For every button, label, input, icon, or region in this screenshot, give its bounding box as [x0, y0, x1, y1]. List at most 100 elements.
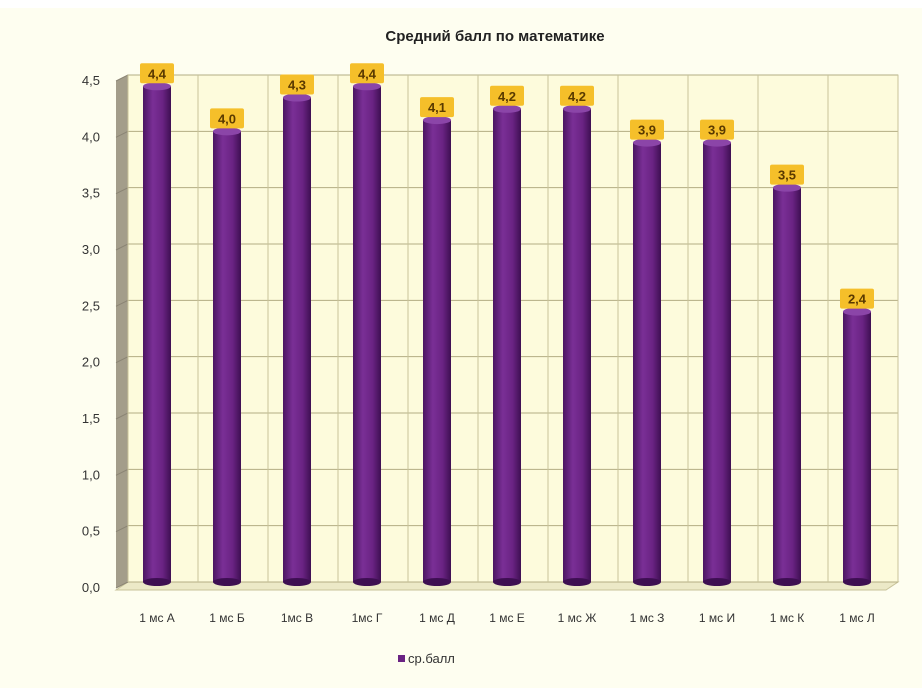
bar-base — [353, 578, 381, 586]
bar-top — [493, 104, 521, 113]
bar-body — [703, 142, 731, 582]
gridline-y-depth — [115, 187, 129, 195]
x-tick-label: 1 мс Д — [419, 611, 455, 625]
y-tick-label: 1,0 — [82, 467, 100, 482]
gridline-y-depth — [115, 412, 129, 420]
x-tick-label: 1 мс Ж — [558, 611, 597, 625]
bar-body — [353, 86, 381, 583]
bar-base — [633, 578, 661, 586]
bar-top — [283, 93, 311, 102]
data-label-box — [490, 85, 524, 106]
bar-body — [563, 108, 591, 583]
bar-body — [283, 97, 311, 583]
bar-body — [843, 311, 871, 582]
bar: 3,9 — [630, 119, 664, 586]
x-tick-label: 1 мс Б — [209, 611, 245, 625]
bar-top — [773, 183, 801, 192]
data-label: 3,9 — [638, 123, 656, 138]
y-axis-ticks: 0,0 0,5 1,0 1,5 2,0 2,5 3,0 3,5 4,0 4,5 — [82, 73, 100, 595]
bar: 4,4 — [140, 63, 174, 586]
bar-body — [633, 142, 661, 582]
x-tick-label: 1мс Г — [352, 611, 383, 625]
bar: 3,5 — [770, 164, 804, 586]
data-label-box — [630, 119, 664, 140]
data-label: 2,4 — [848, 292, 867, 307]
bar: 4,0 — [210, 108, 244, 586]
bar: 4,1 — [420, 97, 454, 586]
x-tick-label: 1 мс И — [699, 611, 735, 625]
bar: 4,2 — [560, 85, 594, 586]
bar-body — [143, 86, 171, 583]
x-tick-label: 1 мс К — [770, 611, 805, 625]
x-tick-label: 1 мс А — [139, 611, 175, 625]
y-tick-label: 3,5 — [82, 186, 100, 201]
gridline-y-depth — [115, 130, 129, 138]
bar: 3,9 — [700, 119, 734, 586]
y-tick-label: 1,5 — [82, 411, 100, 426]
bar-body — [773, 187, 801, 582]
bar-base — [213, 578, 241, 586]
gridline-y-depth — [115, 356, 129, 364]
bar: 4,3 — [280, 74, 314, 586]
bar-top — [423, 116, 451, 125]
bar-body — [493, 108, 521, 583]
chart-title: Средний балл по математике — [385, 28, 604, 45]
gridline-y-depth — [115, 525, 129, 533]
bar-top — [703, 138, 731, 147]
data-label-box — [770, 164, 804, 185]
bar: 4,4 — [350, 63, 384, 586]
data-label-box — [280, 74, 314, 95]
data-label: 3,9 — [708, 123, 726, 138]
gridline-y-depth — [115, 243, 129, 251]
data-label: 3,5 — [778, 168, 796, 183]
data-label: 4,2 — [568, 89, 586, 104]
side-wall — [116, 75, 128, 588]
data-label-box — [140, 63, 174, 84]
data-label: 4,2 — [498, 89, 516, 104]
y-tick-label: 4,0 — [82, 129, 100, 144]
legend-swatch — [398, 655, 405, 662]
data-label-box — [560, 85, 594, 106]
gridline-y-depth — [115, 468, 129, 476]
bar-base — [143, 578, 171, 586]
bar-top — [633, 138, 661, 147]
bar-base — [703, 578, 731, 586]
x-tick-label: 1мс В — [281, 611, 313, 625]
x-tick-label: 1 мс Е — [489, 611, 525, 625]
gridline-y-depth — [115, 581, 129, 589]
bar-top — [143, 82, 171, 91]
bar-top — [843, 307, 871, 316]
data-label: 4,3 — [288, 78, 306, 93]
data-label-box — [840, 288, 874, 309]
y-tick-label: 2,5 — [82, 298, 100, 313]
bar-base — [563, 578, 591, 586]
data-label-box — [210, 108, 244, 129]
y-tick-label: 3,0 — [82, 242, 100, 257]
bar-base — [493, 578, 521, 586]
bar: 2,4 — [840, 288, 874, 586]
bar-top — [213, 127, 241, 136]
legend: ср.балл — [398, 651, 455, 666]
data-label-box — [350, 63, 384, 84]
bar: 4,2 — [490, 85, 524, 586]
y-tick-label: 0,5 — [82, 524, 100, 539]
legend-label: ср.балл — [408, 651, 455, 666]
data-label: 4,4 — [358, 66, 377, 81]
bar-body — [213, 131, 241, 583]
bar-top — [353, 82, 381, 91]
y-tick-label: 4,5 — [82, 73, 100, 88]
bar-base — [283, 578, 311, 586]
data-label: 4,0 — [218, 111, 236, 126]
bar-top — [563, 104, 591, 113]
bar-base — [843, 578, 871, 586]
x-axis-ticks: 1 мс А 1 мс Б 1мс В 1мс Г 1 мс Д 1 мс Е 1 мс Ж… — [139, 611, 875, 625]
data-label: 4,4 — [148, 66, 167, 81]
y-tick-label: 0,0 — [82, 580, 100, 595]
bars: 4,4 4,0 4,3 4,4 4,1 4,2 4,2 3,9 3,9 3,5 2,4 — [140, 63, 874, 586]
y-tick-label: 2,0 — [82, 355, 100, 370]
x-tick-label: 1 мс З — [630, 611, 665, 625]
data-label: 4,1 — [428, 100, 446, 115]
bar-base — [773, 578, 801, 586]
